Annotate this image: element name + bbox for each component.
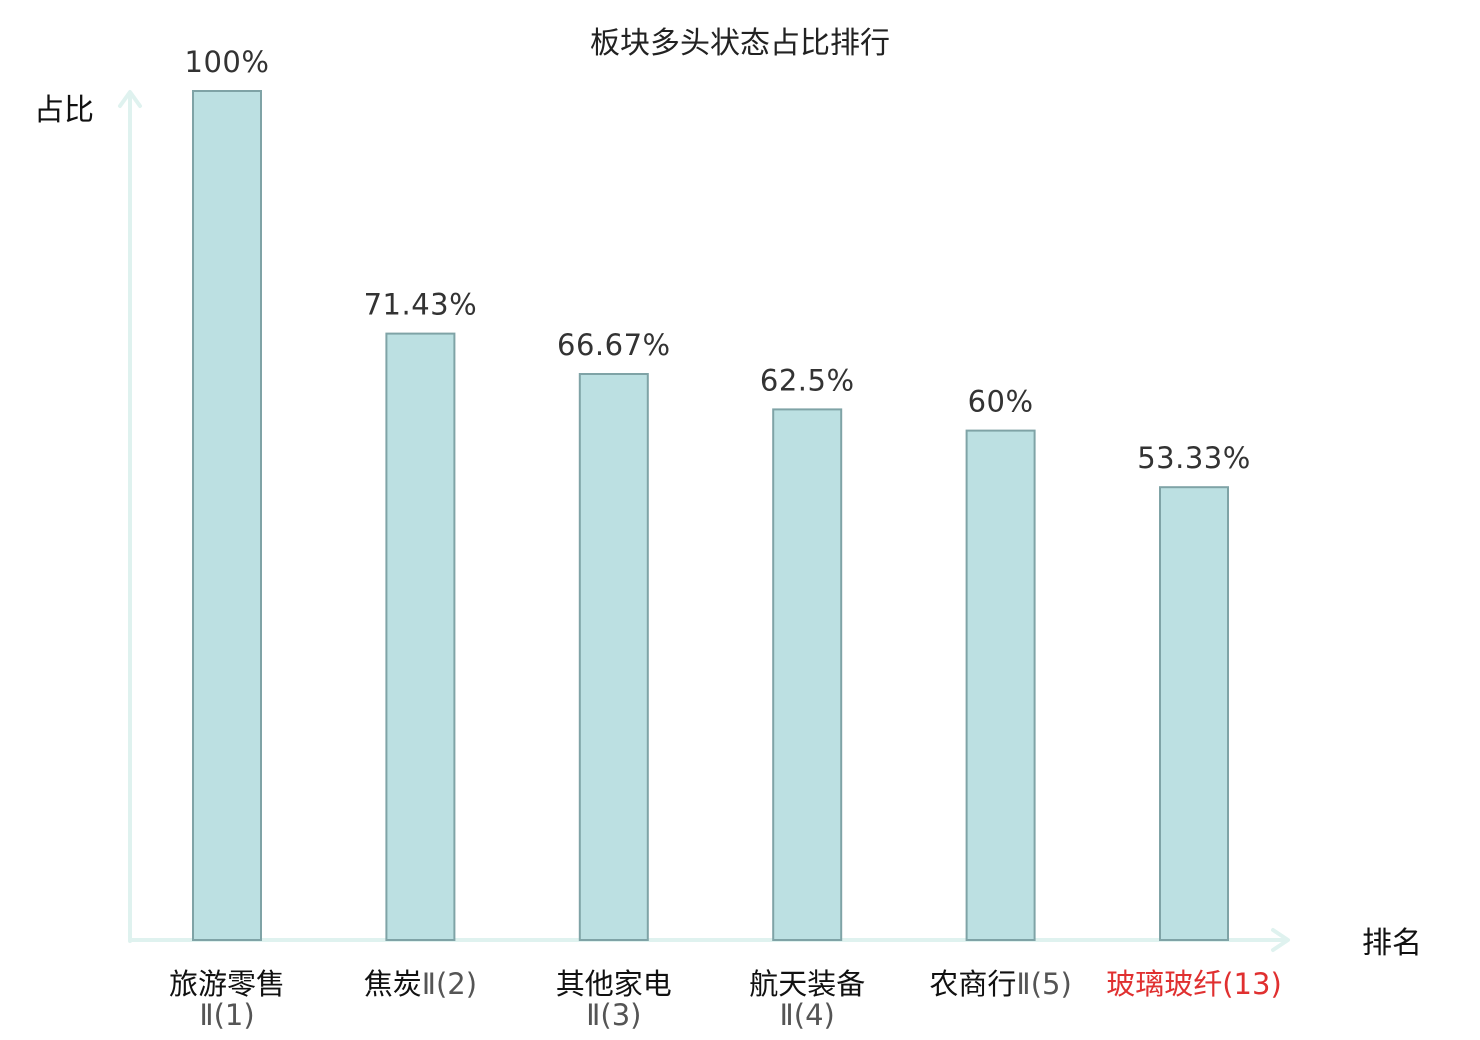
- value-label-2: 71.43%: [364, 288, 478, 322]
- bar-6: [1159, 486, 1229, 941]
- category-label-4: 航天装备: [749, 967, 865, 1001]
- category-code-3: Ⅱ(3): [586, 998, 641, 1032]
- category-label-6: 玻璃玻纤(13): [1106, 967, 1282, 1001]
- category-code-5: Ⅱ(5): [1016, 967, 1071, 1001]
- category-name-5: 农商行: [929, 967, 1016, 1001]
- bar-1: [192, 90, 262, 941]
- value-label-3: 66.67%: [557, 328, 671, 362]
- value-label-4: 62.5%: [760, 363, 855, 397]
- category-code-2: Ⅱ(2): [422, 967, 477, 1001]
- category-label-2: 焦炭Ⅱ(2): [364, 967, 477, 1001]
- value-labels-layer: 100% 71.43% 66.67% 62.5% 60% 53.33%: [185, 45, 1251, 475]
- bar-4: [772, 408, 843, 941]
- category-code-4: Ⅱ(4): [780, 998, 835, 1032]
- category-code-1: Ⅱ(1): [199, 998, 254, 1032]
- value-label-5: 60%: [968, 385, 1034, 419]
- bar-5: [965, 429, 1036, 941]
- bar-2: [385, 332, 456, 942]
- chart-title: 板块多头状态占比排行: [590, 26, 890, 61]
- category-name-6: 玻璃玻纤: [1106, 967, 1222, 1001]
- category-label-1: 旅游零售: [169, 967, 285, 1001]
- x-axis-arrow: [1271, 928, 1290, 952]
- value-label-1: 100%: [185, 45, 270, 79]
- y-axis-label: 占比: [34, 93, 94, 128]
- y-axis-arrow: [118, 90, 142, 108]
- category-label-3: 其他家电: [556, 967, 672, 1001]
- x-axis-label: 排名: [1362, 926, 1422, 961]
- bar-3: [578, 373, 649, 941]
- axes: [118, 90, 1290, 952]
- category-name-2: 焦炭: [364, 967, 422, 1001]
- value-label-6: 53.33%: [1137, 441, 1251, 475]
- category-code-6: (13): [1222, 967, 1282, 1001]
- category-label-5: 农商行Ⅱ(5): [929, 967, 1071, 1001]
- bars-layer: [192, 90, 1229, 942]
